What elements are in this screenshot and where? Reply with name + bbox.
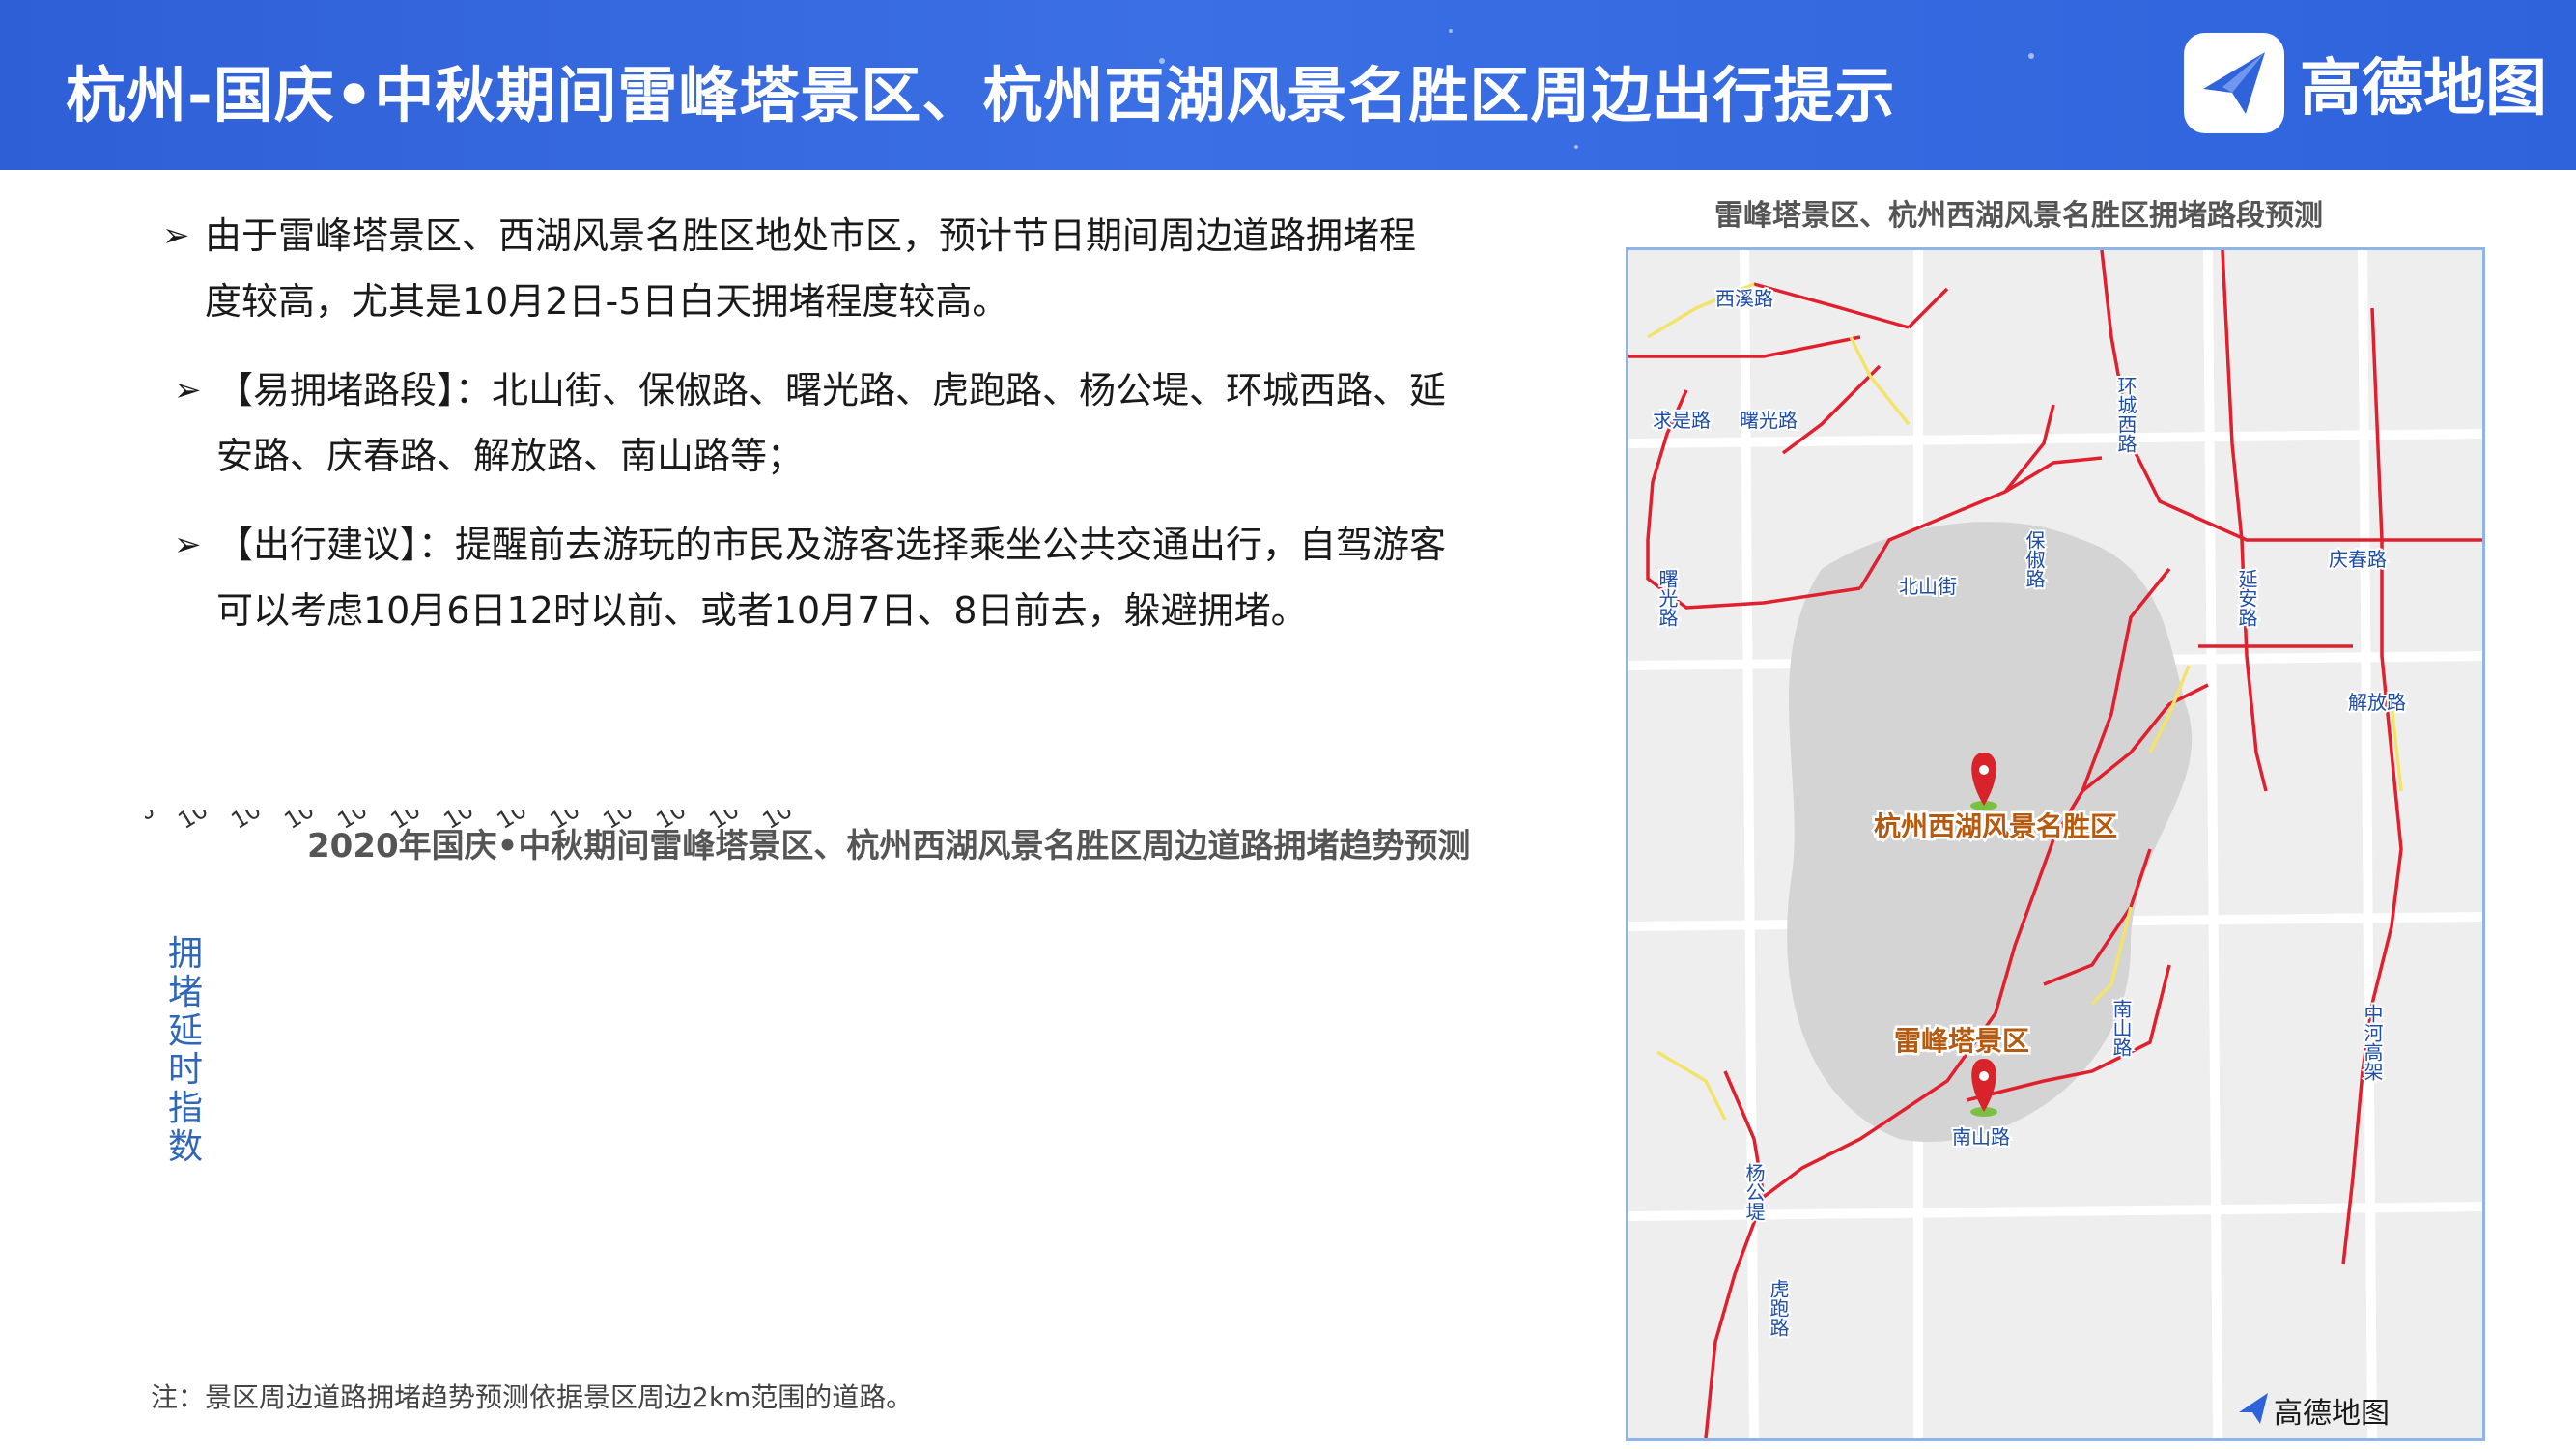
congested-road-segment — [1704, 567, 2171, 1438]
slow-road-segment — [1647, 282, 1755, 339]
map-road-label: 庆春路 — [2329, 548, 2387, 571]
slow-road-segment — [2090, 906, 2133, 1006]
map-logo-text: 高德地图 — [2274, 1397, 2390, 1431]
page-title: 杭州-国庆•中秋期间雷峰塔景区、杭州西湖风景名胜区周边出行提示 — [66, 60, 1896, 130]
bullet-item: ➢ 由于雷峰塔景区、西湖风景名胜区地处市区，预计节日期间周边道路拥堵程 度较高，… — [162, 203, 1507, 334]
map-road-label: 延安路 — [2235, 569, 2258, 627]
bullet-line: 【易拥堵路段】：北山街、保俶路、曙光路、虎跑路、杨公堤、环城西路、延 — [216, 369, 1447, 412]
amap-map-logo: 高德地图 — [2239, 1393, 2390, 1431]
bullet-list: ➢ 由于雷峰塔景区、西湖风景名胜区地处市区，预计节日期间周边道路拥堵程 度较高，… — [155, 203, 1507, 667]
congested-road-segment — [1966, 964, 2171, 1102]
star-decoration — [1574, 145, 1578, 149]
map-pin-icon — [1970, 1059, 1997, 1117]
poi-label-west-lake: 杭州西湖风景名胜区 — [1874, 810, 2117, 842]
map-road-label: 曙光路 — [1740, 409, 1798, 432]
header-banner: 杭州-国庆•中秋期间雷峰塔景区、杭州西湖风景名胜区周边出行提示 高德地图 — [0, 0, 2576, 170]
bullet-line: 安路、庆春路、解放路、南山路等； — [216, 435, 805, 477]
congested-road-segment — [2100, 250, 2324, 542]
bullet-line: 可以考虑10月6日12时以前、或者10月7日、8日前去，躲避拥堵。 — [216, 589, 1308, 632]
map-road-label: 北山街 — [1899, 575, 1957, 598]
congested-road-segment — [2341, 307, 2403, 1265]
map-road-label: 中河高架 — [2361, 1004, 2384, 1081]
map-road-label: 保俶路 — [2023, 530, 2046, 588]
map-road-label: 南山路 — [1952, 1125, 2010, 1149]
paper-plane-icon — [2184, 33, 2284, 133]
map-title: 雷峰塔景区、杭州西湖风景名胜区拥堵路段预测 — [1714, 199, 2323, 233]
star-decoration — [1758, 106, 1763, 111]
bullet-line: 【出行建议】：提醒前去游玩的市民及游客选择乘坐公共交通出行，自驾游客 — [216, 524, 1447, 566]
map-road-label: 求是路 — [1653, 409, 1711, 432]
congested-road-segment — [1723, 1070, 1766, 1198]
congested-road-segment — [2043, 848, 2152, 986]
poi-label-leifeng-pagoda: 雷峰塔景区 — [1894, 1025, 2029, 1057]
bullet-line: 由于雷峰塔景区、西湖风景名胜区地处市区，预计节日期间周边道路拥堵程 — [205, 214, 1417, 257]
arrow-bullet-icon: ➢ — [174, 526, 202, 564]
congested-road-segment — [1907, 287, 1949, 329]
x-tick-label: 10-08 14点 — [757, 810, 880, 835]
congested-road-segment — [2221, 250, 2244, 541]
congested-road-segment — [1646, 389, 1861, 610]
congested-road-segment — [2052, 683, 2209, 840]
amap-logo: 高德地图 — [2184, 33, 2547, 133]
congested-road-segment — [1753, 282, 1910, 329]
bullet-line: 度较高，尤其是10月2日-5日白天拥堵程度较高。 — [205, 280, 1009, 323]
chart-y-axis-label: 拥堵延时指数 — [167, 934, 203, 1167]
bullet-item: ➢ 【易拥堵路段】：北山街、保俶路、曙光路、虎跑路、杨公堤、环城西路、延 安路、… — [174, 357, 1507, 489]
map-road-label: 曙光路 — [1656, 569, 1679, 627]
slow-road-segment — [1656, 1050, 1727, 1121]
congested-road-segment — [1628, 335, 1861, 358]
congested-road-segment — [2240, 539, 2268, 792]
arrow-bullet-icon: ➢ — [162, 216, 190, 255]
map-pin-icon — [1970, 753, 1997, 810]
slow-road-segment — [2390, 703, 2403, 792]
map-road-label: 环城西路 — [2114, 376, 2137, 453]
congestion-trend-chart: 1234510-01 00点10-01 14点10-02 04点10-02 18… — [145, 810, 880, 835]
slow-road-segment — [1849, 336, 1911, 426]
footnote: 注：景区周边道路拥堵趋势预测依据景区周边2km范围的道路。 — [151, 1381, 914, 1413]
arrow-bullet-icon: ➢ — [174, 371, 202, 410]
map-road-label: 解放路 — [2348, 691, 2406, 714]
congested-road-segment — [1781, 364, 1882, 455]
map-road-label: 南山路 — [2109, 999, 2133, 1057]
map-road-label: 虎跑路 — [1767, 1279, 1790, 1337]
bullet-item: ➢ 【出行建议】：提醒前去游玩的市民及游客选择乘坐公共交通出行，自驾游客 可以考… — [174, 512, 1507, 643]
congested-road-segment — [2003, 404, 2055, 494]
logo-text: 高德地图 — [2300, 53, 2547, 125]
chart-title: 2020年国庆•中秋期间雷峰塔景区、杭州西湖风景名胜区周边道路拥堵趋势预测 — [307, 827, 1471, 866]
map-road-label: 杨公堤 — [1742, 1163, 1766, 1221]
traffic-map: 西溪路 求是路 曙光路 曙光路 保俶路 环城西路 北山街 延安路 庆春路 解放路 南山路 南山路 中河高… — [1626, 247, 2485, 1441]
star-decoration — [2028, 53, 2034, 59]
star-decoration — [1159, 58, 1165, 64]
map-road-label: 西溪路 — [1715, 287, 1773, 310]
slow-road-segment — [2148, 665, 2191, 753]
west-lake-water — [1787, 522, 2193, 1143]
star-decoration — [1449, 29, 1453, 33]
